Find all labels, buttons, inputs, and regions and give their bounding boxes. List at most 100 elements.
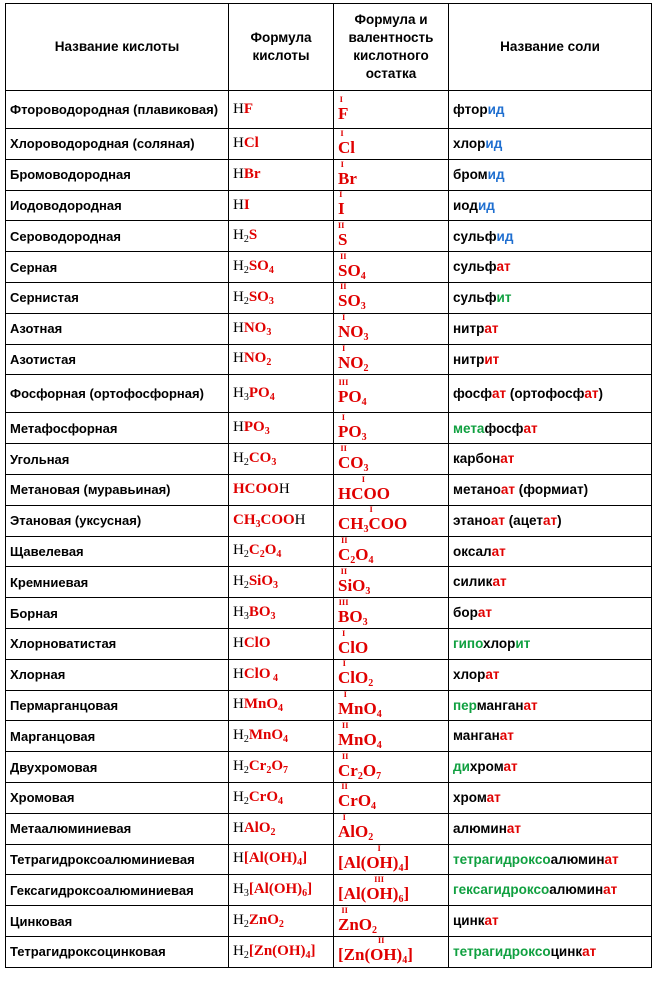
table-row: Бромоводородная HBr Br I бромид <box>5 158 652 191</box>
acid-formula-cell: H2MnO4 <box>228 720 334 753</box>
residue-formula: HCOO I <box>338 474 390 503</box>
salt-name-cell: сульфит <box>448 281 652 314</box>
salt-name-cell: метафосфат <box>448 412 652 445</box>
residue-formula: C2O4 II <box>338 536 374 566</box>
acid-formula-cell: H[Al(OH)4] <box>228 843 334 876</box>
acid-name-cell: Хромовая <box>5 781 229 814</box>
residue-formula: BO3 III <box>338 597 368 628</box>
salt-name-cell: этаноат (ацетат) <box>448 504 652 537</box>
acid-name-cell: Щавелевая <box>5 535 229 568</box>
table-row: Двухромовая H2Cr2O7 Cr2O7 II дихромат <box>5 751 652 783</box>
header-row: Название кислоты Формула кислоты Формула… <box>5 3 652 91</box>
acid-name-cell: Метаалюминиевая <box>5 812 229 845</box>
salt-name-cell: манганат <box>448 720 652 753</box>
valence-label: I <box>341 412 346 422</box>
residue-formula: [Al(OH)4] I <box>338 844 410 874</box>
salt-name-cell: нитрат <box>448 312 652 345</box>
acid-formula-cell: HNO3 <box>228 312 334 345</box>
valence-label: I <box>340 128 344 138</box>
residue-cell: [Al(OH)4] I <box>333 843 449 876</box>
residue-formula: Br I <box>338 159 357 188</box>
table-row: Метаалюминиевая HAlO2 AlO2 I алюминат <box>5 812 652 845</box>
acid-formula-cell: H2SO4 <box>228 251 334 283</box>
acid-formula-cell: HNO2 <box>228 343 334 376</box>
valence-label: III <box>338 377 349 388</box>
acid-formula-cell: HF <box>228 90 334 129</box>
acid-formula-cell: H2C2O4 <box>228 535 334 568</box>
acid-formula-cell: HClO <box>228 627 334 660</box>
acid-formula-cell: HMnO4 <box>228 689 334 722</box>
acid-name-cell: Марганцовая <box>5 720 229 753</box>
acid-name-cell: Фтороводородная (плавиковая) <box>5 90 229 129</box>
valence-label: III <box>338 597 349 607</box>
residue-cell: CrO4 II <box>333 781 449 814</box>
acid-name-cell: Кремниевая <box>5 566 229 599</box>
salt-name-cell: хромат <box>448 781 652 814</box>
table-row: Кремниевая H2SiO3 SiO3 II силикат <box>5 566 652 599</box>
residue-formula: ClO I <box>338 628 369 657</box>
valence-label: I <box>340 159 344 169</box>
valence-label: II <box>341 751 349 761</box>
residue-formula: MnO4 I <box>338 690 382 720</box>
residue-formula: NO2 I <box>338 344 369 374</box>
acid-name-cell: Тетрагидроксоалюминиевая <box>5 843 229 876</box>
residue-cell: NO3 I <box>333 312 449 345</box>
acid-formula-cell: H2ZnO2 <box>228 905 334 937</box>
residue-cell: SO3 II <box>333 281 449 314</box>
acid-name-cell: Угольная <box>5 443 229 475</box>
residue-formula: ClO2 I <box>338 659 374 690</box>
residue-formula: PO3 I <box>338 412 367 443</box>
acid-formula-cell: H2SiO3 <box>228 566 334 599</box>
table-row: Марганцовая H2MnO4 MnO4 II манганат <box>5 720 652 753</box>
salt-name-cell: хлорид <box>448 128 652 160</box>
table-row: Пермарганцовая HMnO4 MnO4 I перманганат <box>5 689 652 722</box>
acid-name-cell: Бромоводородная <box>5 158 229 191</box>
salt-name-cell: тетрагидроксоалюминат <box>448 843 652 876</box>
residue-formula: [Al(OH)6] III <box>338 874 410 905</box>
salt-name-cell: сульфид <box>448 220 652 253</box>
salt-name-cell: оксалат <box>448 535 652 568</box>
table-row: Тетрагидроксоцинковая H2[Zn(OH)4] [Zn(OH)4… <box>5 935 652 968</box>
acid-name-cell: Хлорная <box>5 658 229 691</box>
acid-formula-cell: CH3COOH <box>228 504 334 537</box>
valence-label: II <box>377 936 385 946</box>
salt-name-cell: борат <box>448 597 652 629</box>
valence-label: I <box>341 628 346 638</box>
residue-formula: PO4 III <box>338 377 367 409</box>
table-row: Гексагидроксоалюминиевая H3[Al(OH)6] [Al(O… <box>5 874 652 907</box>
valence-label: I <box>377 844 381 853</box>
header-formula: Формула кислоты <box>228 3 334 91</box>
residue-cell: NO2 I <box>333 343 449 376</box>
residue-cell: [Zn(OH)4] II <box>333 935 449 968</box>
acid-name-cell: Метановая (муравьиная) <box>5 473 229 506</box>
acid-name-cell: Тетрагидроксоцинковая <box>5 935 229 968</box>
residue-cell: Cr2O7 II <box>333 751 449 783</box>
acid-formula-cell: H2CO3 <box>228 443 334 475</box>
salt-name-cell: перманганат <box>448 689 652 722</box>
acid-name-cell: Борная <box>5 597 229 629</box>
residue-formula: SiO3 II <box>338 566 371 597</box>
valence-label: I <box>361 474 366 484</box>
table-row: Сернистая H2SO3 SO3 II сульфит <box>5 281 652 314</box>
residue-cell: CO3 II <box>333 443 449 475</box>
table-row: Фтороводородная (плавиковая) HF F I фторид <box>5 90 652 129</box>
acid-formula-cell: HAlO2 <box>228 812 334 845</box>
residue-formula: CH3COO I <box>338 505 408 536</box>
acid-name-cell: Сернистая <box>5 281 229 314</box>
acid-name-cell: Этановая (уксусная) <box>5 504 229 537</box>
salt-name-cell: силикат <box>448 566 652 599</box>
table-row: Хлороводородная (соляная) HCl Cl I хлорид <box>5 128 652 160</box>
valence-label: I <box>339 190 343 200</box>
acid-formula-cell: HCOOH <box>228 473 334 506</box>
acid-name-cell: Хлорноватистая <box>5 627 229 660</box>
salt-name-cell: хлорат <box>448 658 652 691</box>
table-row: Угольная H2CO3 CO3 II карбонат <box>5 443 652 475</box>
residue-cell: S II <box>333 220 449 253</box>
residue-cell: Br I <box>333 158 449 191</box>
table-row: Сероводородная H2S S II сульфид <box>5 220 652 253</box>
acid-formula-cell: HPO3 <box>228 412 334 445</box>
residue-cell: MnO4 II <box>333 720 449 753</box>
